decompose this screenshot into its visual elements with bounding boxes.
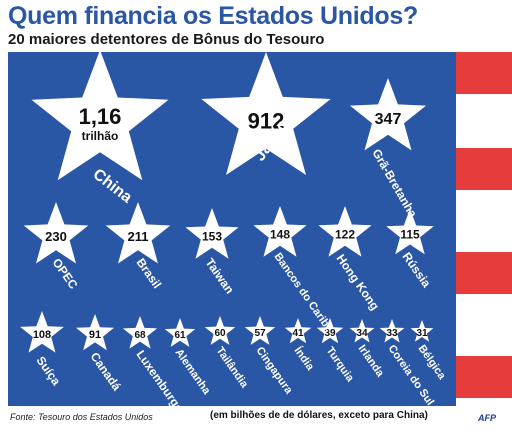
holder-name: Rússia	[400, 250, 434, 291]
units-note: (em bilhões de de dólares, exceto para C…	[210, 410, 428, 421]
holder-value: 1,16	[79, 104, 122, 129]
star-icon	[20, 311, 64, 353]
holder-value: 211	[128, 229, 149, 244]
holder-value: 68	[134, 330, 146, 341]
star-icon	[318, 206, 372, 257]
star-icon	[164, 318, 196, 347]
star-icon	[201, 52, 331, 175]
star-icon	[284, 318, 312, 344]
red-stripe	[456, 252, 512, 294]
holder-value: 57	[254, 328, 266, 339]
star-icon	[410, 320, 434, 342]
afp-logo: AFP	[478, 413, 496, 423]
red-stripe	[456, 356, 512, 398]
holder-name: Taiwan	[203, 256, 237, 297]
red-stripe	[456, 52, 512, 94]
holder-value: 34	[356, 328, 368, 339]
holder-value: 153	[202, 230, 222, 244]
holder-value: 60	[214, 328, 226, 339]
holder-name: Canadá	[88, 350, 125, 394]
holder-name: Grã-Bretanha	[369, 147, 420, 221]
holder-unit: trilhão	[82, 129, 119, 143]
source-note: Fonte: Tesouro dos Estados Unidos	[10, 412, 153, 422]
holder-value: 912	[248, 108, 285, 133]
holder-name: Suíça	[34, 354, 64, 389]
star-icon	[379, 319, 405, 343]
star-icon	[349, 319, 375, 343]
holder-name: Bancos do Caribe	[272, 251, 335, 334]
star-icon	[185, 208, 239, 259]
holder-name: China	[90, 166, 136, 207]
star-icon	[316, 318, 344, 344]
star-icon	[244, 316, 276, 345]
star-icon	[350, 78, 426, 151]
holder-name: Tailândia	[214, 345, 251, 391]
star-icon	[122, 316, 158, 349]
holder-value: 347	[375, 111, 402, 128]
holder-value: 33	[386, 328, 398, 339]
holder-name: Irlanda	[356, 343, 387, 380]
holder-name: Índia	[292, 344, 318, 373]
page-subtitle: 20 maiores detentores de Bônus do Tesour…	[8, 31, 325, 48]
holder-value: 91	[89, 329, 101, 341]
star-icon	[253, 206, 307, 257]
star-icon	[23, 202, 89, 264]
star-icon	[386, 209, 434, 255]
holder-name: Hong Kong	[334, 252, 383, 313]
star-icon	[76, 314, 114, 351]
holder-name: Brasil	[134, 256, 165, 291]
holder-name: Cingapura	[254, 345, 296, 397]
page-title: Quem financia os Estados Unidos?	[8, 2, 418, 30]
holder-name: Bélgica	[416, 343, 449, 383]
holder-value: 39	[324, 328, 336, 339]
red-stripe	[456, 148, 512, 190]
star-icon	[204, 316, 236, 345]
holder-value: 122	[335, 228, 355, 242]
holder-name: OPEC	[50, 256, 81, 292]
holder-value: 230	[45, 229, 67, 244]
holder-value: 41	[292, 328, 304, 339]
holder-value: 115	[400, 228, 420, 242]
holder-value: 31	[416, 328, 428, 339]
holder-name: Alemanha	[173, 347, 213, 398]
holder-value: 148	[270, 228, 290, 242]
holder-value: 61	[174, 330, 186, 341]
holder-name: Turquia	[324, 345, 357, 385]
star-icon	[31, 50, 169, 181]
holder-value: 108	[33, 329, 51, 341]
star-icon	[105, 202, 171, 264]
